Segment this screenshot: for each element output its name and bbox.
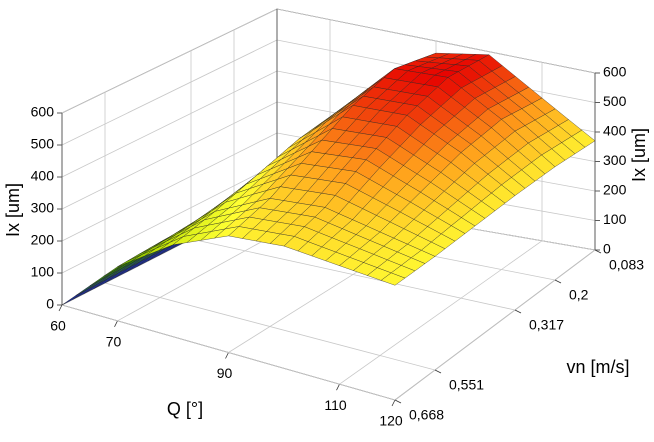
grid-line [61, 132, 278, 242]
z-axis-title: Ix [um] [629, 128, 649, 182]
surface [61, 52, 596, 306]
z-tick-label: 100 [603, 211, 627, 227]
z-tick-label: 300 [603, 152, 627, 168]
z-tick-label: 200 [603, 182, 627, 198]
x-tick-label: 90 [217, 365, 233, 381]
z-tick-label: 100 [31, 264, 55, 280]
y-tick-label: 0,668 [409, 407, 444, 423]
x-tick-label: 70 [106, 334, 122, 350]
surface-patch [380, 272, 406, 286]
grid-line [61, 304, 396, 401]
grid-line [61, 101, 278, 210]
grid-line [394, 249, 596, 401]
grid-line [190, 238, 516, 311]
z-axis-title: Ix [um] [3, 183, 23, 237]
y-axis-title: vn [m/s] [566, 357, 629, 377]
tick-mark [114, 320, 118, 328]
grid-line [104, 282, 436, 371]
y-tick-label: 0,2 [569, 287, 589, 303]
tick-mark [336, 383, 340, 391]
z-tick-label: 0 [603, 241, 611, 257]
z-tick-label: 600 [31, 104, 55, 120]
tick-mark [394, 399, 402, 404]
z-tick-label: 200 [31, 232, 55, 248]
x-tick-label: 60 [50, 318, 66, 334]
z-tick-label: 300 [31, 200, 55, 216]
z-tick-label: 500 [603, 93, 627, 109]
z-tick-label: 400 [31, 168, 55, 184]
z-tick-label: 600 [603, 64, 627, 80]
tick-mark [225, 352, 229, 359]
z-tick-label: 0 [46, 296, 54, 312]
tick-mark [434, 369, 442, 374]
grid-line [61, 8, 278, 114]
y-tick-label: 0,551 [449, 377, 484, 393]
grid-line [61, 70, 278, 178]
z-tick-label: 500 [31, 136, 55, 152]
tick-mark [554, 279, 562, 284]
tick-mark [594, 249, 602, 254]
tick-mark [514, 309, 522, 314]
x-axis-title: Q [°] [167, 399, 203, 419]
grid-line [61, 163, 278, 274]
grid-line [339, 240, 543, 385]
x-tick-label: 110 [324, 397, 347, 413]
grid-line [61, 39, 278, 146]
y-tick-label: 0,083 [609, 257, 644, 273]
x-tick-label: 120 [379, 413, 403, 429]
labels: 0 0 100 100 200 200 300 300 400 400 500 500 600 600 60… [31, 64, 645, 429]
tick-mark [391, 399, 396, 407]
y-tick-label: 0,317 [529, 317, 564, 333]
tick-mark [58, 304, 63, 312]
z-tick-label: 400 [603, 123, 627, 139]
